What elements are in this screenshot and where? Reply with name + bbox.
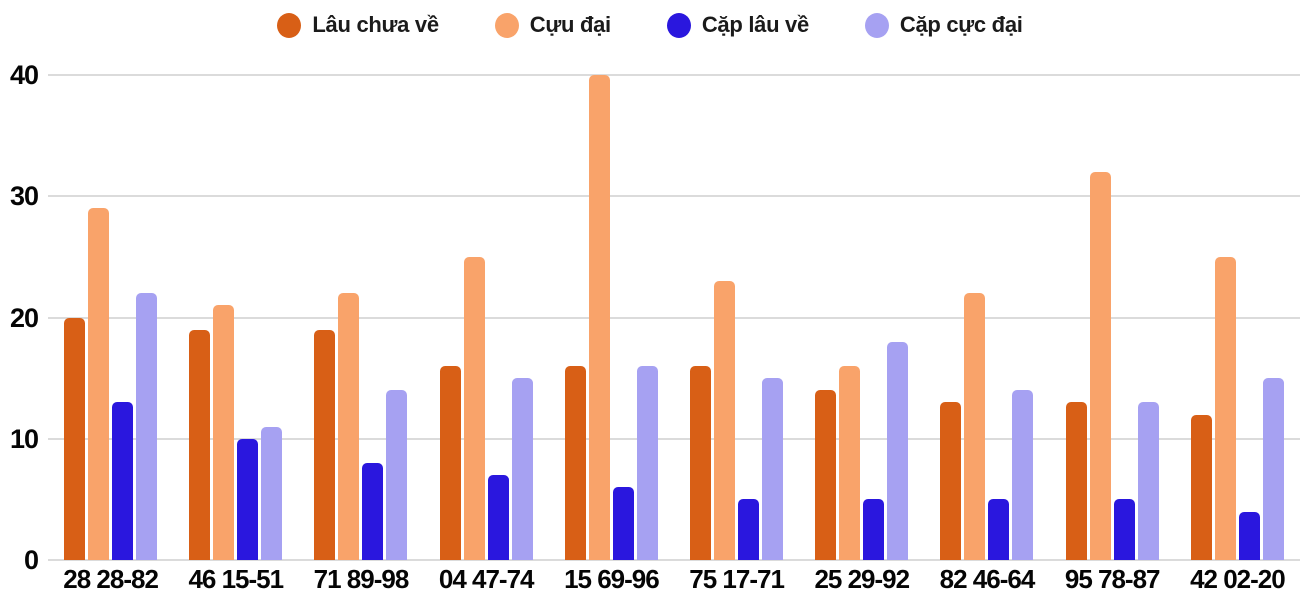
bar[interactable] <box>964 293 986 560</box>
bar[interactable] <box>762 378 784 560</box>
x-tick-label: 15 69-96 <box>564 564 660 594</box>
y-tick-label: 0 <box>23 545 39 575</box>
legend: Lâu chưa về Cựu đại Cặp lâu về Cặp cực đại <box>0 6 1300 44</box>
bar[interactable] <box>1065 402 1087 560</box>
legend-label: Cặp cực đại <box>899 12 1023 37</box>
legend-item[interactable]: Cặp lâu về <box>666 12 809 38</box>
bar[interactable] <box>362 463 384 560</box>
bar-group <box>1175 75 1300 560</box>
bar[interactable] <box>314 329 336 560</box>
bar[interactable] <box>1190 414 1212 560</box>
bar-group <box>799 75 924 560</box>
y-tick-label: 20 <box>9 302 39 333</box>
bar-group <box>1050 75 1175 560</box>
bar[interactable] <box>612 487 634 560</box>
gridline <box>48 74 1300 76</box>
bar-group <box>424 75 549 560</box>
bar[interactable] <box>1238 511 1260 560</box>
bar[interactable] <box>463 256 485 560</box>
x-tick-label: 95 78-87 <box>1064 564 1161 594</box>
bar[interactable] <box>88 208 110 560</box>
bar[interactable] <box>714 281 736 560</box>
bar[interactable] <box>690 366 712 560</box>
bar[interactable] <box>738 499 760 560</box>
bar[interactable] <box>1089 172 1111 560</box>
bar[interactable] <box>136 293 158 560</box>
x-tick-label: 82 46-64 <box>939 564 1036 594</box>
bar[interactable] <box>386 390 408 560</box>
bar[interactable] <box>1012 390 1034 560</box>
legend-swatch-icon <box>666 12 691 38</box>
bar[interactable] <box>588 75 610 560</box>
bar[interactable] <box>839 366 861 560</box>
bar[interactable] <box>439 366 461 560</box>
bar[interactable] <box>261 426 283 560</box>
bar[interactable] <box>1137 402 1159 560</box>
bar[interactable] <box>213 305 235 560</box>
x-tick-label: 25 29-92 <box>814 564 910 594</box>
bar[interactable] <box>636 366 658 560</box>
bar-group <box>48 75 173 560</box>
gridline <box>48 195 1300 198</box>
bar[interactable] <box>1214 256 1236 560</box>
x-tick-label: 75 17-71 <box>689 564 785 594</box>
bar[interactable] <box>815 390 837 560</box>
bar[interactable] <box>487 475 509 560</box>
bar-group <box>674 75 799 560</box>
bar[interactable] <box>564 366 586 560</box>
gridline <box>48 559 1300 561</box>
legend-label: Cựu đại <box>529 12 611 37</box>
bar[interactable] <box>887 341 909 560</box>
x-tick-label: 04 47-74 <box>438 564 535 594</box>
legend-item[interactable]: Lâu chưa về <box>277 12 439 38</box>
y-tick-label: 40 <box>9 60 39 90</box>
bar-group <box>298 75 423 560</box>
bar[interactable] <box>64 317 86 560</box>
bar-group <box>173 75 298 560</box>
gridline <box>48 316 1300 319</box>
x-tick-label: 46 15-51 <box>188 564 284 594</box>
bar-group <box>924 75 1049 560</box>
bar-group <box>549 75 674 560</box>
bar[interactable] <box>237 438 259 560</box>
gridline <box>48 437 1300 440</box>
bar[interactable] <box>1262 378 1284 560</box>
legend-label: Lâu chưa về <box>312 12 439 37</box>
bar[interactable] <box>940 402 962 560</box>
bar[interactable] <box>338 293 360 560</box>
y-tick-label: 10 <box>9 423 39 454</box>
legend-label: Cặp lâu về <box>701 12 809 37</box>
bar[interactable] <box>988 499 1010 560</box>
plot-area <box>48 74 1300 561</box>
legend-swatch-icon <box>864 12 889 38</box>
x-tick-label: 42 02-20 <box>1190 564 1286 594</box>
bar[interactable] <box>511 378 533 560</box>
bar[interactable] <box>863 499 885 560</box>
legend-item[interactable]: Cặp cực đại <box>864 12 1023 38</box>
bar[interactable] <box>1113 499 1135 560</box>
x-tick-label: 28 28-82 <box>63 564 159 594</box>
legend-item[interactable]: Cựu đại <box>494 12 611 38</box>
legend-swatch-icon <box>494 12 519 38</box>
bar[interactable] <box>189 329 211 560</box>
legend-swatch-icon <box>277 12 302 38</box>
x-tick-label: 71 89-98 <box>313 564 410 594</box>
bar[interactable] <box>112 402 134 560</box>
y-tick-label: 30 <box>9 181 39 212</box>
